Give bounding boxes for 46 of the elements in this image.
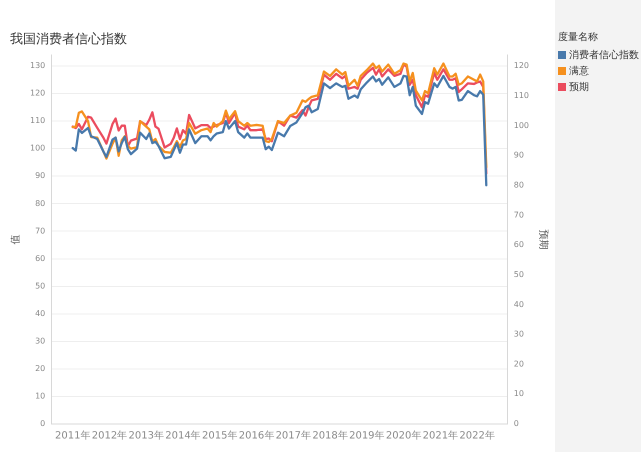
y-tick-label: 120 xyxy=(30,88,46,98)
x-tick-label: 2013年 xyxy=(128,430,164,442)
y-tick-label: 40 xyxy=(35,308,46,318)
y2-tick-label: 60 xyxy=(514,240,524,250)
x-tick-label: 2017年 xyxy=(276,430,312,442)
y-tick-label: 90 xyxy=(35,171,46,180)
y-tick-label: 70 xyxy=(35,226,46,236)
y2-tick-label: 100 xyxy=(514,120,530,130)
x-tick-label: 2015年 xyxy=(202,430,238,442)
y2-axis-title: 预期 xyxy=(537,230,550,250)
y-tick-label: 100 xyxy=(30,144,46,153)
y-tick-label: 10 xyxy=(35,392,46,401)
y2-tick-label: 0 xyxy=(514,419,519,428)
legend-label: 满意 xyxy=(569,64,589,78)
y2-tick-label: 120 xyxy=(514,61,530,70)
x-tick-label: 2021年 xyxy=(422,430,458,442)
y2-tick-label: 80 xyxy=(514,180,524,190)
x-tick-label: 2022年 xyxy=(459,430,495,442)
chart-title: 我国消费者信心指数 xyxy=(10,31,127,48)
legend-label: 消费者信心指数 xyxy=(569,48,639,62)
y-tick-label: 0 xyxy=(40,419,46,428)
y2-tick-label: 10 xyxy=(514,389,524,398)
y-tick-label: 80 xyxy=(35,198,46,208)
y2-tick-label: 30 xyxy=(514,330,524,339)
x-tick-label: 2012年 xyxy=(92,430,128,442)
y-tick-label: 50 xyxy=(35,281,46,290)
x-tick-label: 2014年 xyxy=(165,430,201,442)
x-tick-label: 2019年 xyxy=(349,430,385,442)
x-tick-label: 2011年 xyxy=(54,430,90,442)
y2-tick-label: 50 xyxy=(514,270,524,279)
y2-tick-label: 40 xyxy=(514,300,524,309)
legend-label: 预期 xyxy=(569,80,589,94)
y-tick-label: 110 xyxy=(30,116,46,126)
legend-title: 度量名称 xyxy=(558,30,599,44)
y-tick-label: 30 xyxy=(35,336,46,346)
y2-tick-label: 90 xyxy=(514,150,524,160)
y-tick-label: 130 xyxy=(30,61,46,70)
y-tick-label: 20 xyxy=(35,364,46,374)
y2-tick-label: 70 xyxy=(514,210,524,220)
x-tick-label: 2018年 xyxy=(312,430,348,442)
y-axis-title: 值 xyxy=(10,234,22,244)
x-tick-label: 2020年 xyxy=(386,430,422,442)
y-tick-label: 60 xyxy=(35,254,46,263)
y2-tick-label: 20 xyxy=(514,359,524,368)
y2-tick-label: 110 xyxy=(514,90,530,100)
x-tick-label: 2016年 xyxy=(238,430,274,442)
